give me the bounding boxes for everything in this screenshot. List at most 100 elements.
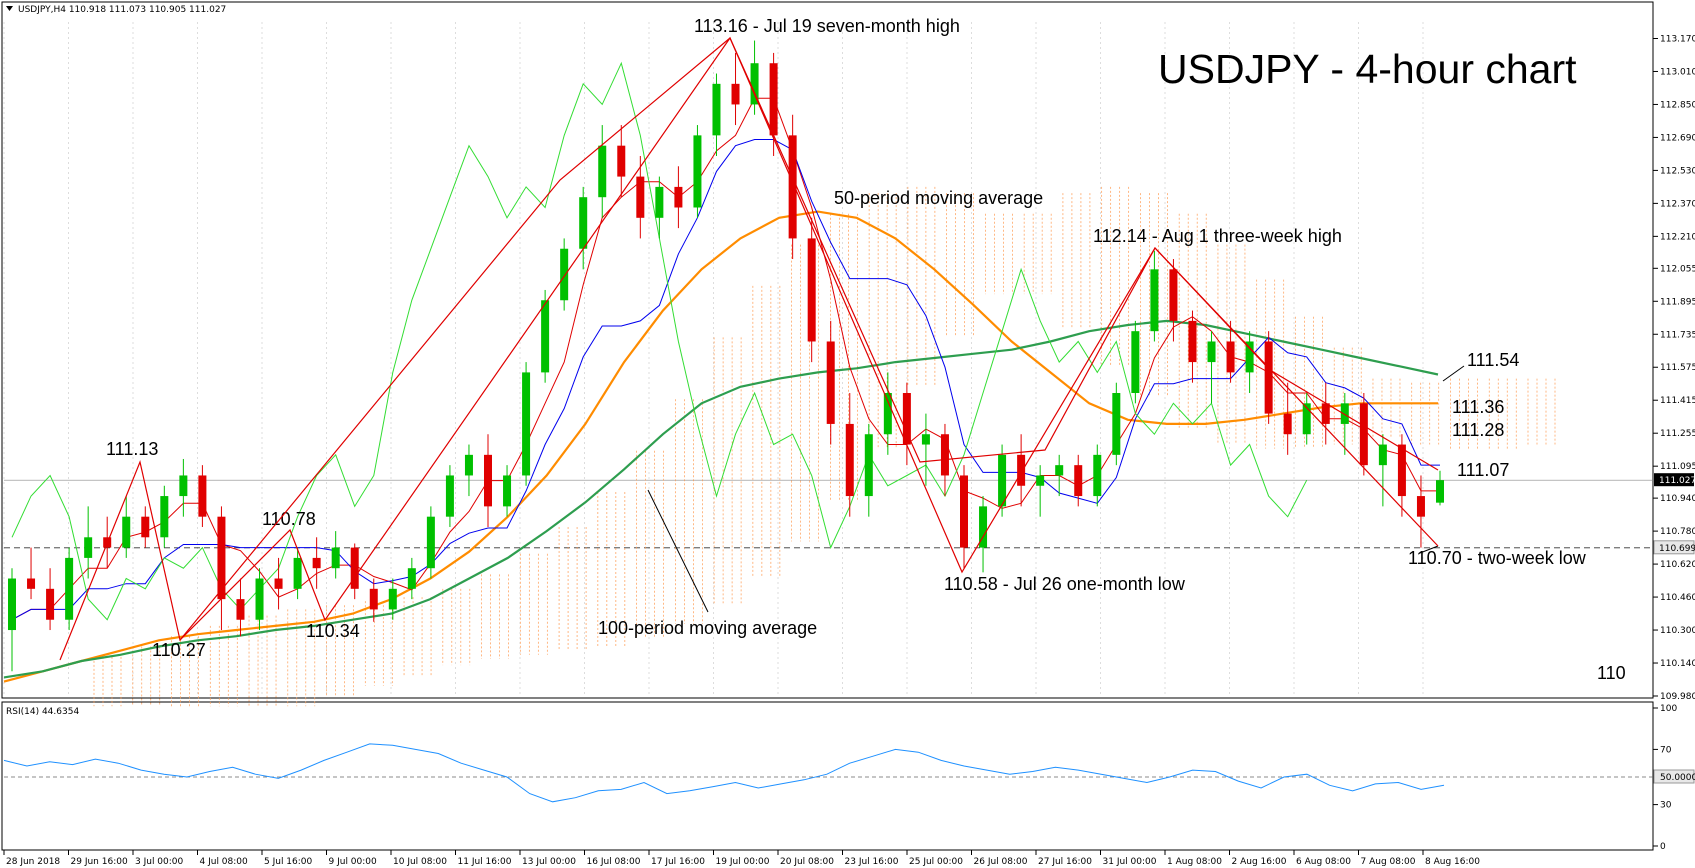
y-tick-label: 111.575 [1660, 363, 1695, 373]
y-tick-label: 112.370 [1660, 199, 1695, 209]
x-tick-label: 11 Jul 16:00 [458, 857, 512, 867]
y-tick-label: 110.780 [1660, 527, 1695, 537]
y-tick-label: 110.300 [1660, 626, 1695, 636]
y-tick-label: 112.530 [1660, 166, 1695, 176]
candle [1226, 320, 1235, 383]
x-tick-label: 31 Jul 00:00 [1103, 857, 1157, 867]
x-tick-label: 28 Jun 2018 [6, 857, 60, 867]
candle [750, 40, 759, 115]
rsi-50-badge [1653, 769, 1695, 784]
indicator-lines [3, 61, 1440, 683]
candle [1416, 475, 1425, 548]
x-tick-label: 10 Jul 08:00 [393, 857, 447, 867]
candle [388, 578, 397, 620]
candle [655, 176, 664, 239]
candle [464, 444, 473, 497]
candle [636, 155, 645, 239]
candle [179, 458, 188, 517]
candle [160, 485, 169, 548]
candle [236, 578, 245, 637]
zigzag-line-2 [179, 37, 1439, 641]
rsi-series [3, 743, 1445, 803]
rsi-tick-label: 0 [1660, 842, 1666, 852]
candle [503, 465, 512, 517]
annotation-111-07: 111.07 [1457, 460, 1509, 480]
symbol-info: USDJPY,H4 110.918 111.073 110.905 111.02… [18, 5, 226, 15]
x-tick-label: 1 Aug 08:00 [1167, 857, 1222, 867]
candle [1378, 434, 1387, 507]
candle [1131, 320, 1140, 404]
y-tick-label: 111.415 [1660, 396, 1695, 406]
ichimoku-cloud [93, 186, 1556, 707]
annotation-two-week-low: 110.70 - two-week low [1408, 548, 1587, 568]
rsi-tick-label: 70 [1660, 745, 1672, 755]
y-tick-label: 112.055 [1660, 264, 1695, 274]
annotation-110-34: 110.34 [306, 621, 360, 641]
candle [65, 547, 74, 631]
candle [1055, 454, 1064, 497]
dashed-level-label: 110.699 [1659, 544, 1695, 554]
panel-arrow-icon [6, 6, 13, 11]
candle [845, 393, 854, 517]
x-tick-label: 27 Jul 16:00 [1038, 857, 1092, 867]
candle [369, 578, 378, 622]
y-tick-label: 110.140 [1660, 659, 1695, 669]
candle [921, 413, 930, 486]
candle [1017, 434, 1026, 507]
y-tick-label: 110.460 [1660, 593, 1695, 603]
annotation-111-36: 111.36 [1452, 397, 1504, 417]
y-tick-label: 113.170 [1660, 34, 1695, 44]
rsi-info: RSI(14) 44.6354 [6, 707, 79, 717]
candle [712, 73, 721, 156]
y-tick-label: 111.895 [1660, 297, 1695, 307]
y-tick-label: 112.690 [1660, 133, 1695, 143]
y-tick-label: 111.255 [1660, 429, 1695, 439]
annotation-50ma: 50-period moving average [834, 188, 1043, 208]
candle [1283, 382, 1292, 455]
zigzag-line [59, 36, 1439, 661]
candle [807, 217, 816, 363]
x-tick-label: 8 Aug 16:00 [1425, 857, 1480, 867]
rsi-tick-label: 100 [1660, 704, 1677, 714]
annotation-100ma: 100-period moving average [598, 618, 817, 638]
candle [788, 114, 797, 260]
x-tick-label: 9 Jul 00:00 [329, 857, 378, 867]
candle [541, 289, 550, 383]
y-tick-label: 112.210 [1660, 232, 1695, 242]
candle [46, 568, 55, 631]
candle [1150, 250, 1159, 342]
candle [1074, 454, 1083, 507]
candle [1188, 310, 1197, 383]
annotation-111-28: 111.28 [1452, 420, 1504, 440]
candle [560, 238, 569, 311]
candle [693, 125, 702, 218]
y-tick-label: 110.940 [1660, 494, 1695, 504]
candle [1093, 444, 1102, 507]
candle [8, 568, 16, 672]
candle [617, 125, 626, 198]
current-price-badge [1654, 473, 1694, 487]
candle [1169, 259, 1178, 342]
x-tick-label: 2 Aug 16:00 [1232, 857, 1287, 867]
candle [674, 166, 683, 229]
candle [598, 125, 607, 218]
candle [445, 465, 454, 527]
annotation-110-27: 110.27 [152, 640, 206, 660]
x-tick-label: 20 Jul 08:00 [780, 857, 834, 867]
y-tick-label: 110.620 [1660, 560, 1695, 570]
annotation-111-54: 111.54 [1467, 350, 1519, 370]
pointer-100ma [647, 489, 709, 613]
x-tick-label: 17 Jul 16:00 [651, 857, 705, 867]
annotation-110-78: 110.78 [262, 509, 316, 529]
candle [141, 506, 150, 548]
moving-average-line [3, 210, 1438, 683]
chart-title: USDJPY - 4-hour chart [1158, 46, 1577, 92]
candle [217, 506, 226, 631]
moving-average-line [3, 319, 1439, 679]
axes: 113.170 113.010 112.850 112.690 112.530 112.3… [3, 34, 1695, 867]
candle [883, 372, 892, 455]
x-tick-label: 7 Aug 08:00 [1361, 857, 1416, 867]
x-tick-label: 3 Jul 00:00 [135, 857, 184, 867]
x-tick-label: 19 Jul 00:00 [716, 857, 770, 867]
